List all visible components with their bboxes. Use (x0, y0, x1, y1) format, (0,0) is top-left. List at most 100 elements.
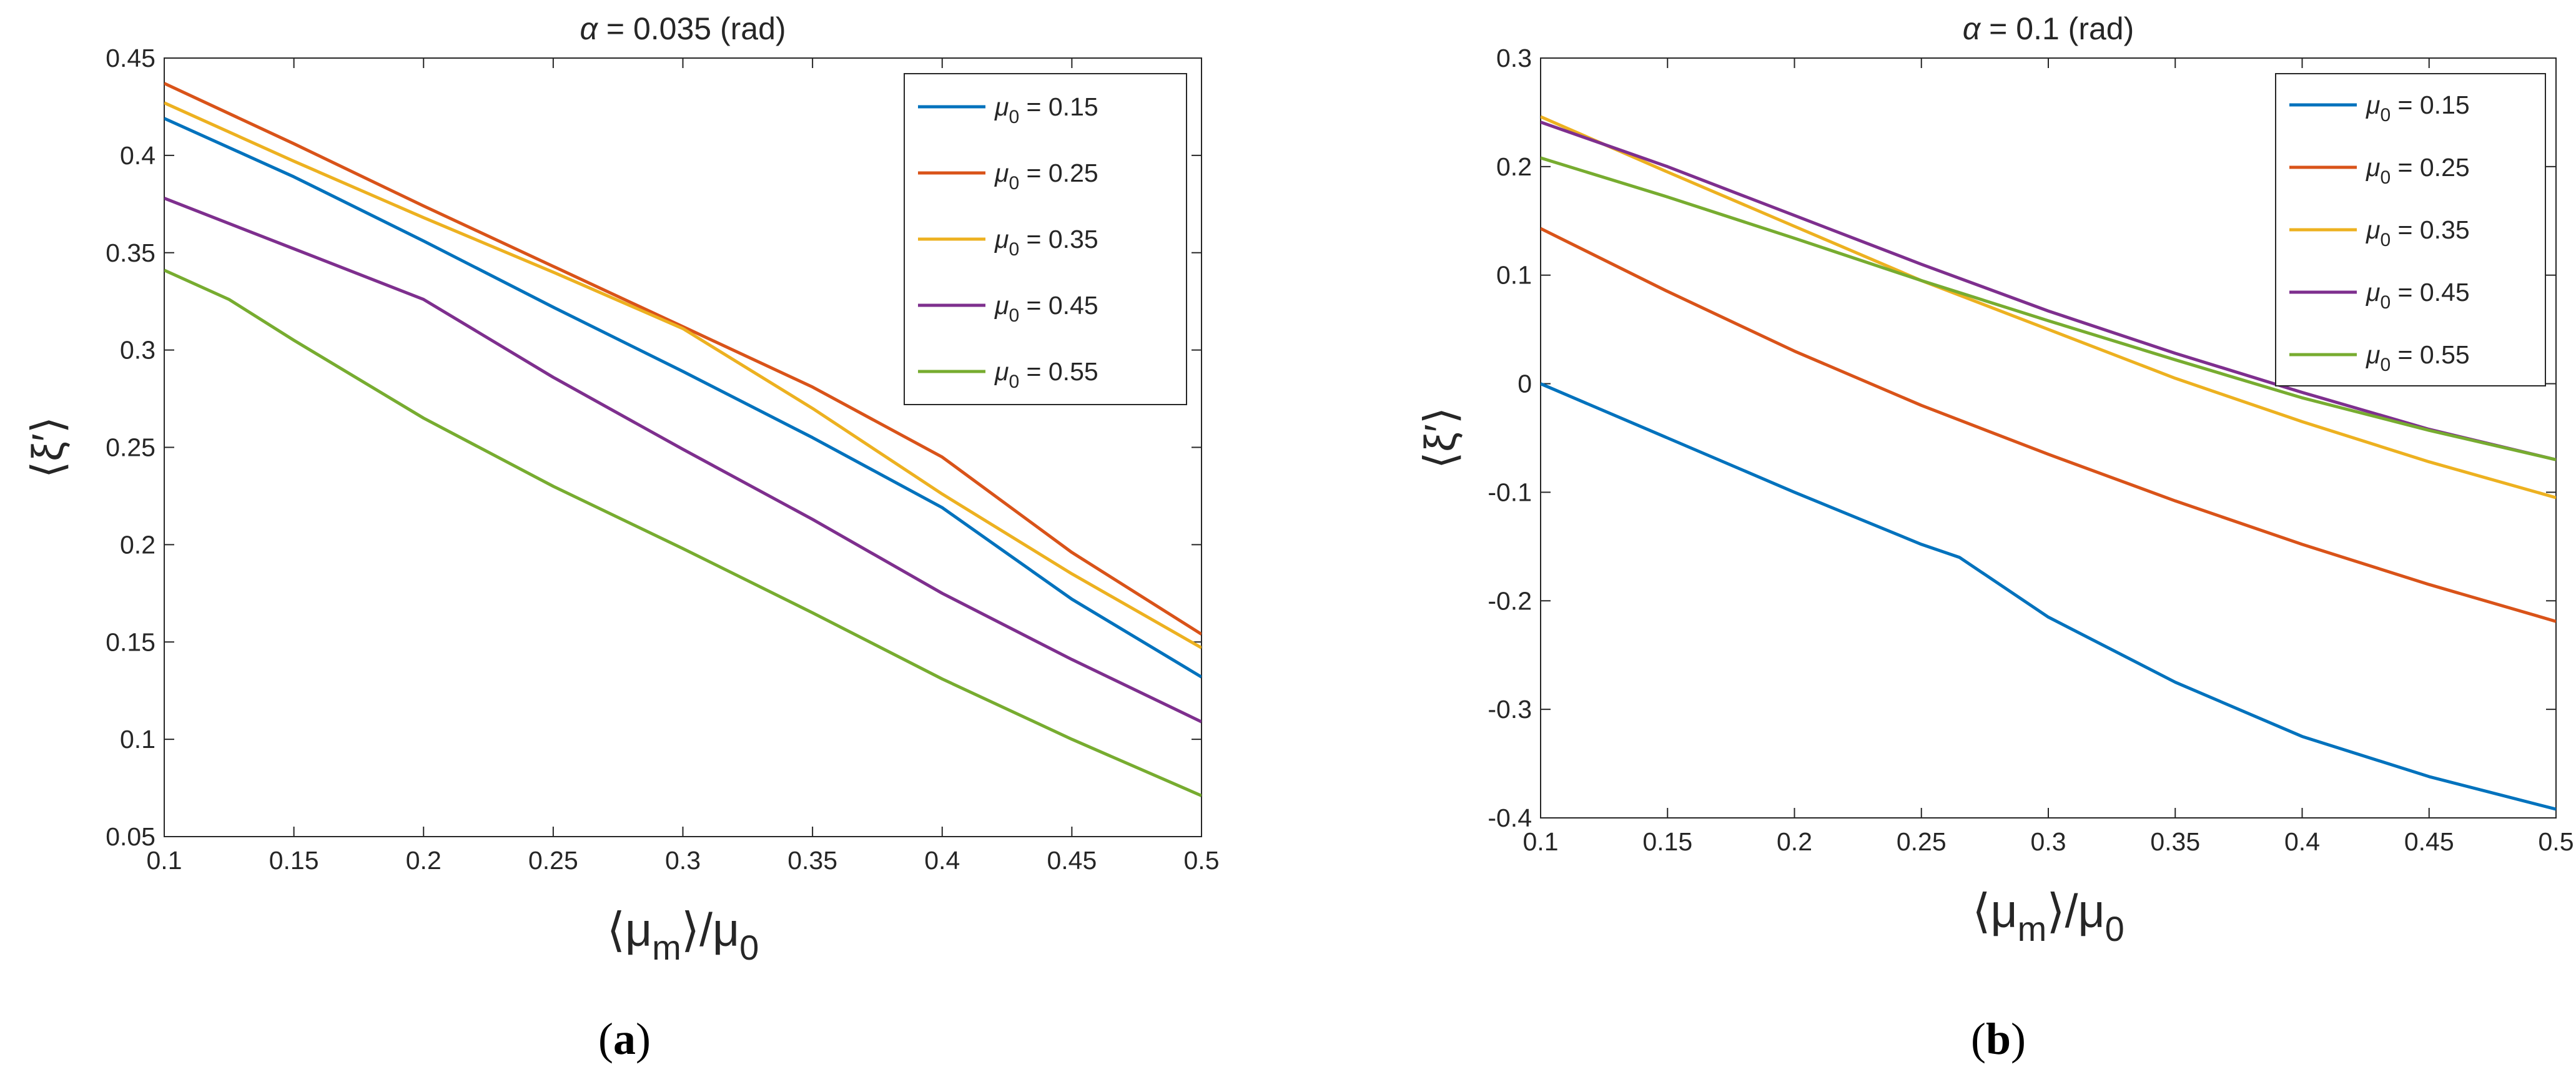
x-label-close: ⟩/ (2046, 885, 2078, 937)
legend-mu-symbol: μ (2366, 278, 2380, 307)
legend-value: = 0.15 (2391, 91, 2470, 119)
y-tick-label: 0.1 (1496, 261, 1532, 290)
series-line-mu0-045 (164, 197, 1202, 724)
series-line-mu0-055 (1541, 156, 2556, 461)
chart-title: α = 0.1 (rad) (1963, 11, 2134, 46)
legend-mu-symbol: μ (2366, 153, 2380, 182)
series-line-mu0-055 (164, 268, 1202, 797)
legend-value: = 0.35 (1019, 225, 1098, 253)
y-tick-label: 0.15 (106, 627, 155, 656)
y-tick-label: 0.3 (1496, 44, 1532, 72)
x-tick-label: 0.35 (2150, 827, 2200, 856)
legend-entry: μ0 = 0.45 (2366, 278, 2470, 313)
legend-entry: μ0 = 0.25 (994, 159, 1098, 194)
x-label-close: ⟩/ (681, 903, 713, 956)
x-label-sub-m: m (652, 928, 681, 967)
x-tick-label: 0.3 (2031, 827, 2066, 856)
x-tick-label: 0.15 (269, 846, 319, 875)
series-line-mu0-035 (1541, 115, 2556, 499)
x-tick-label: 0.25 (1897, 827, 1947, 856)
y-tick-label: 0.25 (106, 433, 155, 462)
x-tick-label: 0.2 (406, 846, 442, 875)
legend-mu-symbol: μ (2366, 215, 2380, 244)
legend-mu-symbol: μ (994, 225, 1009, 253)
x-tick-label: 0.3 (665, 846, 701, 875)
y-tick-label: 0.1 (120, 725, 155, 754)
x-label-sub-0: 0 (2105, 909, 2124, 948)
legend-value: = 0.45 (1019, 291, 1098, 320)
x-tick-label: 0.4 (2284, 827, 2320, 856)
y-tick-label: 0.05 (106, 822, 155, 851)
legend-value: = 0.45 (2391, 278, 2470, 307)
legend-mu-symbol: μ (994, 357, 1009, 386)
y-axis-label: ⟨ξ′⟩ (23, 416, 72, 478)
x-label-mu: μ (625, 903, 652, 956)
y-tick-label: -0.1 (1488, 478, 1532, 506)
x-tick-label: 0.1 (1523, 827, 1559, 856)
y-tick-label: 0.45 (106, 44, 155, 72)
x-tick-label: 0.5 (2539, 827, 2574, 856)
chart-title: α = 0.035 (rad) (580, 11, 786, 46)
x-label-mu: μ (1990, 885, 2017, 937)
x-label-open: ⟨ (1972, 885, 1990, 937)
legend-subscript: 0 (2380, 355, 2391, 375)
x-axis-label: ⟨μm⟩/μ0 (1972, 885, 2124, 948)
caption-close: ) (2011, 1014, 2026, 1064)
y-tick-label: 0.35 (106, 238, 155, 267)
caption-close: ) (636, 1014, 651, 1064)
y-tick-label: 0.3 (120, 336, 155, 365)
x-label-mu2: μ (2078, 885, 2105, 937)
y-tick-label: 0.2 (1496, 152, 1532, 181)
x-axis-label: ⟨μm⟩/μ0 (607, 903, 759, 967)
legend-subscript: 0 (2380, 230, 2391, 250)
caption-open: ( (1971, 1014, 1986, 1064)
legend-mu-symbol: μ (2366, 91, 2380, 119)
y-tick-label: -0.3 (1488, 695, 1532, 724)
chart-panel-b: 0.1 0.15 0.2 0.25 0.3 0.35 0.4 0.45 0.5 -0.4 -0.3 -… (1416, 11, 2574, 1064)
legend-value: = 0.55 (1019, 357, 1098, 386)
x-tick-label: 0.4 (924, 846, 960, 875)
series-line-mu0-035 (164, 101, 1202, 649)
legend-value: = 0.25 (2391, 153, 2470, 182)
y-tick-label: 0.2 (120, 530, 155, 559)
x-label-open: ⟨ (607, 903, 625, 956)
x-tick-label: 0.15 (1642, 827, 1692, 856)
legend-value: = 0.55 (2391, 340, 2470, 369)
x-label-sub-0: 0 (739, 928, 759, 967)
x-label-sub-m: m (2018, 909, 2047, 948)
title-alpha-symbol: α (1963, 11, 1981, 46)
x-tick-label: 0.5 (1184, 846, 1220, 875)
x-tick-label: 0.25 (528, 846, 578, 875)
chart-panel-a: 0.1 0.15 0.2 0.25 0.3 0.35 0.4 0.45 0.50.050.10.… (23, 11, 1220, 1064)
legend-entry: μ0 = 0.15 (994, 92, 1098, 127)
legend-value: = 0.25 (1019, 159, 1098, 187)
caption-letter: a (613, 1014, 636, 1064)
x-tick-label: 0.2 (1777, 827, 1812, 856)
legend-entry: μ0 = 0.25 (2366, 153, 2470, 188)
legend-entry: μ0 = 0.35 (2366, 215, 2470, 250)
legend-entry: μ0 = 0.35 (994, 225, 1098, 260)
y-tick-label: -0.2 (1488, 586, 1532, 615)
y-tick-label: -0.4 (1488, 804, 1532, 832)
legend-mu-symbol: μ (994, 92, 1009, 121)
panel-caption: (b) (1971, 1014, 2026, 1064)
legend-subscript: 0 (1009, 371, 1019, 392)
legend-subscript: 0 (1009, 107, 1019, 127)
title-text: = 0.1 (rad) (1980, 11, 2134, 46)
legend-subscript: 0 (2380, 167, 2391, 188)
y-axis-label: ⟨ξ′⟩ (1416, 407, 1464, 469)
legend-value: = 0.15 (1019, 92, 1098, 121)
legend-subscript: 0 (2380, 105, 2391, 125)
legend-mu-symbol: μ (994, 159, 1009, 187)
title-text: = 0.035 (rad) (598, 11, 786, 46)
legend-entry: μ0 = 0.55 (994, 357, 1098, 392)
legend-entry: μ0 = 0.15 (2366, 91, 2470, 125)
caption-letter: b (1986, 1014, 2011, 1064)
legend-subscript: 0 (1009, 173, 1019, 194)
series-line-mu0-015 (1541, 382, 2556, 811)
legend-entry: μ0 = 0.55 (2366, 340, 2470, 375)
x-label-mu2: μ (713, 903, 739, 956)
